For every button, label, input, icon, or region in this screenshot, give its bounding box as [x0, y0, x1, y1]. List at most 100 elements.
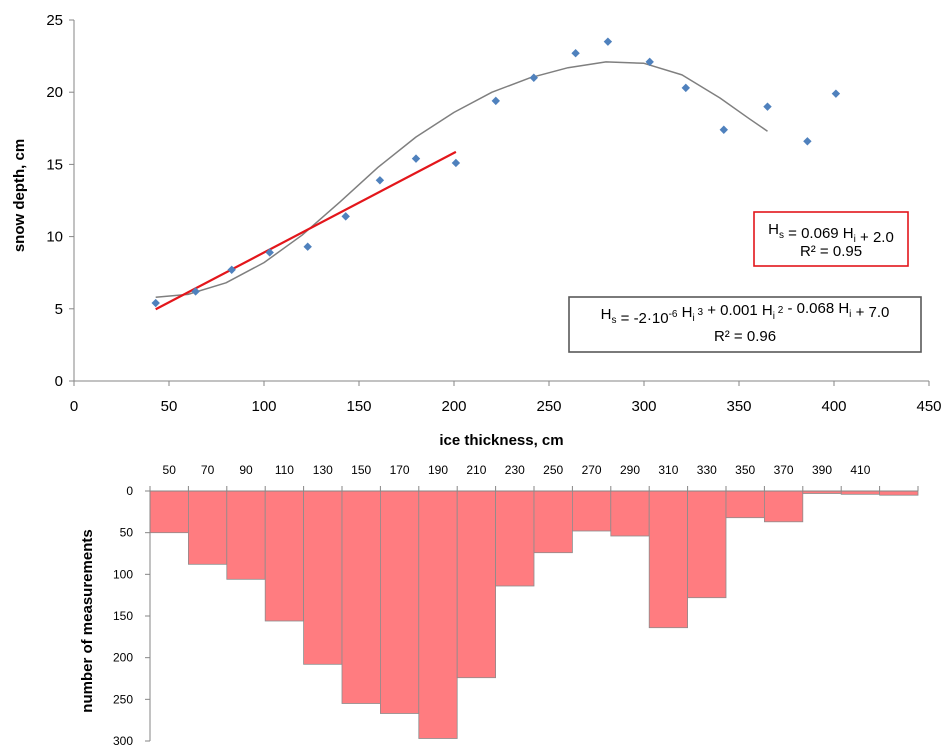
data-point [645, 57, 654, 67]
data-point [375, 176, 385, 185]
histogram-bar [495, 490, 535, 587]
data-point [341, 212, 350, 221]
equation-segment: H [601, 306, 612, 323]
histogram-y-tick-label: 250 [113, 692, 133, 706]
histogram-y-tick-label: 100 [113, 567, 133, 581]
equation-segment: i [693, 313, 695, 324]
data-point [451, 158, 461, 168]
equation-segment: i [854, 234, 856, 245]
histogram-x-tick-label: 150 [351, 463, 371, 477]
histogram-chart: 0 50 100 150 200 250 300 50 70 90 110 130 150 170 190 2… [79, 463, 919, 748]
scatter-axes [69, 19, 930, 386]
data-point [303, 242, 312, 251]
y-axis-title: snow depth, cm [11, 139, 28, 252]
equation-segment: -6 [669, 309, 678, 320]
histogram-x-tick-label: 310 [658, 463, 678, 477]
equation-segment: 3 [695, 307, 704, 318]
histogram-bar [610, 490, 650, 537]
x-tick-label: 200 [441, 398, 466, 415]
y-tick-label: 25 [46, 12, 63, 29]
x-tick-label: 100 [251, 398, 276, 415]
histogram-bar [764, 490, 804, 523]
y-tick-label: 20 [46, 84, 63, 101]
equation-segment: H [678, 304, 693, 321]
histogram-x-tick-label: 410 [850, 463, 870, 477]
data-points [151, 37, 841, 308]
data-point [411, 154, 421, 163]
equation-box-border [568, 296, 922, 353]
equation-boxes: Hs = 0.069 Hi + 2.0R² = 0.95 Hs = -2·10-6… [568, 211, 922, 353]
histogram-x-tick-label: 210 [466, 463, 486, 477]
histogram-bar [226, 490, 266, 580]
histogram-y-axis-title: number of measurements [79, 529, 96, 712]
histogram-bar [149, 490, 189, 534]
x-tick-label: 300 [631, 398, 656, 415]
data-point [265, 248, 274, 257]
cubic-trendline [155, 61, 768, 298]
r-squared-text: R² = 0.96 [714, 328, 776, 345]
histogram-x-tick-label: 190 [428, 463, 448, 477]
histogram-y-tick-label: 50 [120, 526, 134, 540]
y-tick-label: 5 [55, 301, 63, 318]
equation-segment: i [773, 311, 775, 322]
equation-segment: i [849, 309, 851, 320]
histogram-bars [149, 490, 919, 739]
x-tick-label: 0 [70, 398, 78, 415]
data-point [191, 287, 200, 296]
histogram-bar [533, 490, 573, 554]
data-point [529, 73, 538, 82]
histogram-x-tick-label: 230 [505, 463, 525, 477]
histogram-bar [341, 490, 381, 704]
x-axis-title: ice thickness, cm [439, 432, 563, 449]
equation-segment: = 0.069 H [784, 225, 854, 242]
equation-text: Hs = -2·10-6 Hi 3 + 0.001 Hi 2 - 0.068 H… [601, 300, 890, 327]
equation-segment: + 0.001 H [703, 302, 773, 319]
equation-segment: s [779, 230, 784, 241]
equation-segment: s [611, 315, 616, 326]
histogram-bar [418, 490, 458, 739]
histogram-axes [145, 486, 919, 742]
data-point [719, 125, 728, 134]
data-point [227, 265, 236, 275]
equation-box-linear: Hs = 0.069 Hi + 2.0R² = 0.95 [753, 211, 909, 267]
y-tick-label: 15 [46, 156, 63, 173]
histogram-bar [456, 490, 497, 679]
y-tick-label: 0 [55, 373, 63, 390]
histogram-bar [879, 490, 919, 496]
x-tick-label: 150 [346, 398, 371, 415]
fit-lines [155, 61, 768, 311]
histogram-x-tick-label: 330 [697, 463, 717, 477]
histogram-bar [687, 490, 727, 599]
histogram-x-tick-label: 110 [275, 463, 294, 477]
equation-segment: - 0.068 H [783, 300, 849, 317]
histogram-x-tick-label: 70 [201, 463, 215, 477]
histogram-y-tick-label: 150 [113, 609, 133, 623]
equation-segment: = -2·10 [616, 310, 668, 327]
equation-segment: + 2.0 [856, 229, 894, 246]
data-point [603, 37, 613, 46]
histogram-bar [379, 490, 420, 714]
data-point [831, 89, 841, 98]
x-tick-label: 450 [916, 398, 941, 415]
data-point [681, 83, 690, 93]
histogram-tick-labels: 0 50 100 150 200 250 300 50 70 90 110 130 150 170 190 2… [113, 463, 871, 748]
histogram-bar [264, 490, 305, 622]
equation-text: Hs = 0.069 Hi + 2.0 [768, 221, 894, 246]
linear-trendline [155, 150, 457, 311]
x-tick-label: 350 [726, 398, 751, 415]
histogram-bar [187, 490, 228, 565]
y-tick-label: 10 [46, 229, 63, 246]
histogram-x-tick-label: 50 [163, 463, 177, 477]
x-tick-label: 50 [161, 398, 178, 415]
equation-segment: 2 [775, 305, 784, 316]
data-point [763, 102, 772, 111]
equation-box-cubic: Hs = -2·10-6 Hi 3 + 0.001 Hi 2 - 0.068 H… [568, 296, 922, 353]
histogram-x-tick-label: 130 [313, 463, 333, 477]
histogram-bar [303, 490, 343, 665]
histogram-x-tick-label: 170 [390, 463, 410, 477]
histogram-x-tick-label: 390 [812, 463, 832, 477]
